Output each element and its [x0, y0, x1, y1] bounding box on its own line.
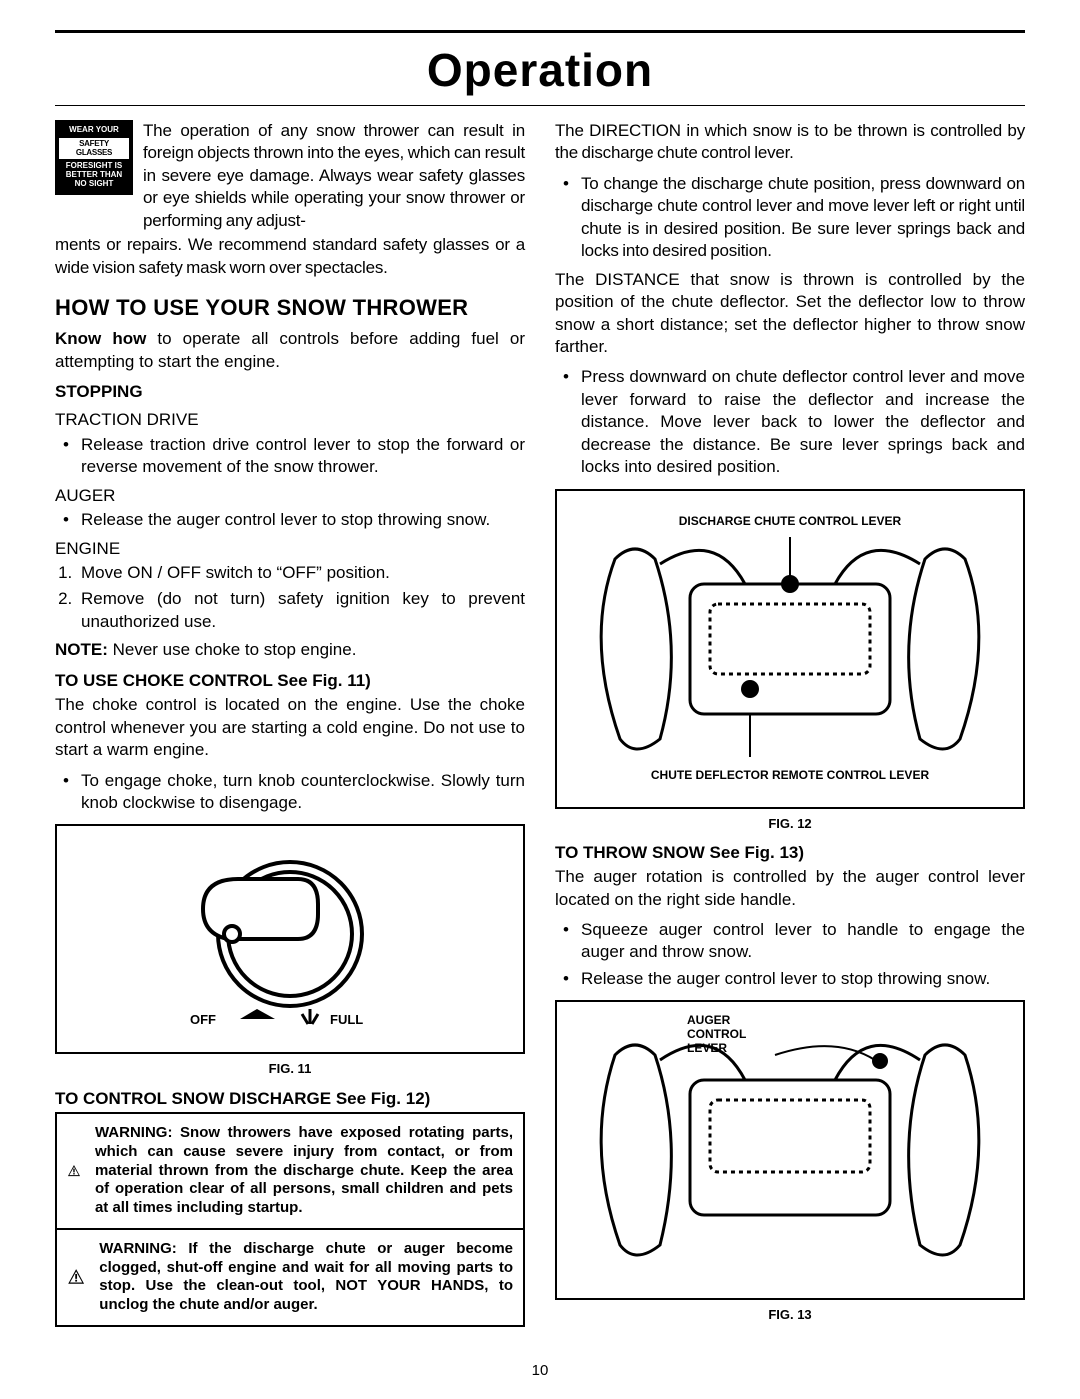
warning-1-text: WARNING: Snow throwers have exposed rota…: [95, 1124, 513, 1218]
figure-13-caption: FIG. 13: [555, 1306, 1025, 1323]
note-paragraph: NOTE: Never use choke to stop engine.: [55, 639, 525, 661]
left-column: WEAR YOUR SAFETY GLASSES FORESIGHT IS BE…: [55, 120, 525, 1334]
warning-triangle-icon: [67, 1141, 81, 1201]
intro-paragraph-wrap: ments or repairs. We recommend standard …: [55, 234, 525, 279]
direction-bullet-1: To change the discharge chute position, …: [555, 173, 1025, 263]
engine-heading: ENGINE: [55, 538, 525, 560]
figure-11-box: OFF FULL: [55, 824, 525, 1054]
direction-list: To change the discharge chute position, …: [555, 173, 1025, 263]
safety-label-line1: WEAR YOUR: [57, 124, 131, 137]
control-panel-fig13-icon: [575, 1015, 1005, 1285]
safety-label-line3: FORESIGHT IS BETTER THAN NO SIGHT: [57, 160, 131, 190]
choke-bullet-1: To engage choke, turn knob counterclockw…: [55, 770, 525, 815]
discharge-heading: TO CONTROL SNOW DISCHARGE See Fig. 12): [55, 1088, 525, 1110]
safety-label-line2: SAFETY GLASSES: [59, 138, 129, 160]
fig12-top-label: DISCHARGE CHUTE CONTROL LEVER: [679, 515, 901, 529]
auger-list: Release the auger control lever to stop …: [55, 509, 525, 531]
warning-1-row: WARNING: Snow throwers have exposed rota…: [55, 1112, 525, 1228]
figure-13-box: AUGERCONTROLLEVER: [555, 1000, 1025, 1300]
traction-drive-heading: TRACTION DRIVE: [55, 409, 525, 431]
engine-step-1: Move ON / OFF switch to “OFF” position.: [77, 562, 525, 584]
choke-knob-icon: OFF FULL: [110, 849, 470, 1029]
page-title: Operation: [55, 37, 1025, 105]
throw-bullet-1: Squeeze auger control lever to handle to…: [555, 919, 1025, 964]
throw-snow-list: Squeeze auger control lever to handle to…: [555, 919, 1025, 990]
distance-paragraph: The DISTANCE that snow is thrown is cont…: [555, 269, 1025, 359]
choke-list: To engage choke, turn knob counterclockw…: [55, 770, 525, 815]
intro-paragraph-inline: The operation of any snow thrower can re…: [143, 120, 525, 232]
throw-snow-heading: TO THROW SNOW See Fig. 13): [555, 842, 1025, 864]
right-column: The DIRECTION in which snow is to be thr…: [555, 120, 1025, 1334]
fig12-bottom-label: CHUTE DEFLECTOR REMOTE CONTROL LEVER: [651, 769, 929, 783]
direction-paragraph: The DIRECTION in which snow is to be thr…: [555, 120, 1025, 165]
distance-list: Press downward on chute deflector contro…: [555, 366, 1025, 478]
choke-paragraph: The choke control is located on the engi…: [55, 694, 525, 761]
fig11-full-label: FULL: [330, 1012, 363, 1027]
traction-bullet-1: Release traction drive control lever to …: [55, 434, 525, 479]
safety-glasses-callout: WEAR YOUR SAFETY GLASSES FORESIGHT IS BE…: [55, 120, 525, 232]
page-number: 10: [55, 1362, 1025, 1379]
throw-snow-paragraph: The auger rotation is controlled by the …: [555, 866, 1025, 911]
traction-list: Release traction drive control lever to …: [55, 434, 525, 479]
choke-heading: TO USE CHOKE CONTROL See Fig. 11): [55, 670, 525, 692]
figure-12-box: DISCHARGE CHUTE CONTROL LEVER: [555, 489, 1025, 809]
distance-bullet-1: Press downward on chute deflector contro…: [555, 366, 1025, 478]
engine-step-2: Remove (do not turn) safety ignition key…: [77, 588, 525, 633]
rule-top-thick: [55, 30, 1025, 33]
fig13-label: AUGERCONTROLLEVER: [687, 1014, 746, 1055]
how-to-use-heading: HOW TO USE YOUR SNOW THROWER: [55, 293, 525, 322]
auger-heading: AUGER: [55, 485, 525, 507]
control-panel-fig12-icon: [575, 529, 1005, 769]
two-column-layout: WEAR YOUR SAFETY GLASSES FORESIGHT IS BE…: [55, 120, 1025, 1334]
warning-triangle-icon: [67, 1247, 85, 1307]
stopping-heading: STOPPING: [55, 381, 525, 403]
rule-top-thin: [55, 105, 1025, 106]
warning-2-row: WARNING: If the discharge chute or auger…: [55, 1228, 525, 1327]
throw-bullet-2: Release the auger control lever to stop …: [555, 968, 1025, 990]
fig11-off-label: OFF: [190, 1012, 216, 1027]
figure-11-caption: FIG. 11: [55, 1060, 525, 1077]
figure-12-caption: FIG. 12: [555, 815, 1025, 832]
engine-list: Move ON / OFF switch to “OFF” position. …: [77, 562, 525, 633]
auger-bullet-1: Release the auger control lever to stop …: [55, 509, 525, 531]
warning-2-text: WARNING: If the discharge chute or auger…: [99, 1240, 513, 1315]
safety-glasses-label-box: WEAR YOUR SAFETY GLASSES FORESIGHT IS BE…: [55, 120, 133, 195]
know-how-paragraph: Know how to operate all controls before …: [55, 328, 525, 373]
